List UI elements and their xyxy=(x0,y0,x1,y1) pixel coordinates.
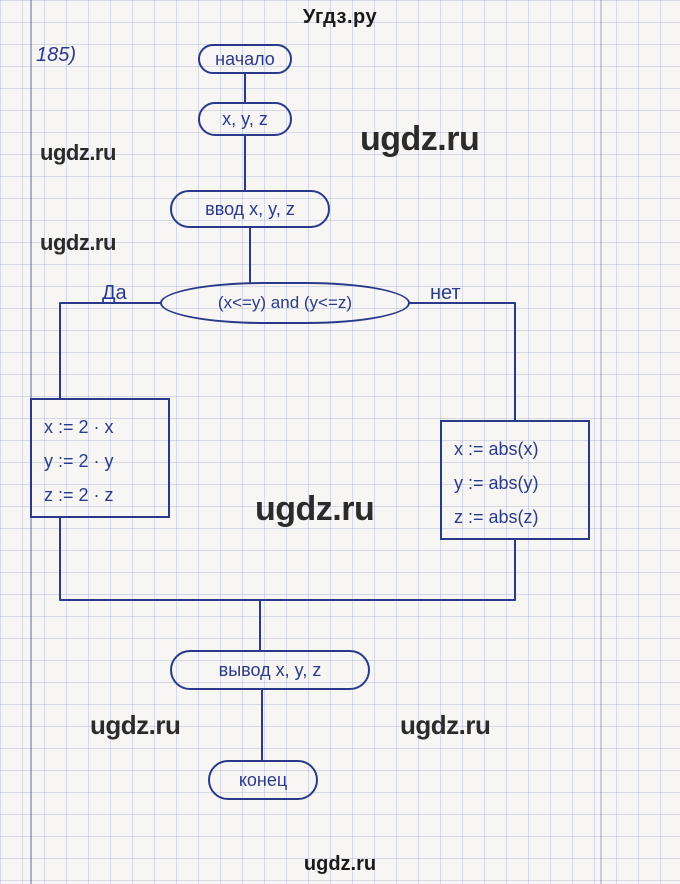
problem-number: 185) xyxy=(36,44,76,67)
process-line: y := 2 · y xyxy=(44,444,156,478)
flowchart-node-input: ввод x, y, z xyxy=(170,190,330,228)
flowchart-no-label: нет xyxy=(430,282,461,305)
flowchart-node-output: вывод x, y, z xyxy=(170,650,370,690)
site-header: Угдз.ру xyxy=(0,0,680,29)
flowchart-yes-label: Да xyxy=(102,282,127,305)
process-line: x := 2 · x xyxy=(44,410,156,444)
site-footer: ugdz.ru xyxy=(0,853,680,876)
watermark: ugdz.ru xyxy=(40,140,116,166)
flowchart-node-declare: x, y, z xyxy=(198,102,292,136)
watermark: ugdz.ru xyxy=(255,490,374,529)
node-text: (x<=y) and (y<=z) xyxy=(218,293,352,313)
notebook-margin-right xyxy=(600,0,602,884)
process-line: y := abs(y) xyxy=(454,466,576,500)
flowchart-node-no-process: x := abs(x) y := abs(y) z := abs(z) xyxy=(440,420,590,540)
flowchart-node-yes-process: x := 2 · x y := 2 · y z := 2 · z xyxy=(30,398,170,518)
watermark: ugdz.ru xyxy=(90,710,180,741)
process-line: x := abs(x) xyxy=(454,432,576,466)
process-line: z := abs(z) xyxy=(454,500,576,534)
watermark: ugdz.ru xyxy=(40,230,116,256)
process-line: z := 2 · z xyxy=(44,478,156,512)
node-text: начало xyxy=(215,49,275,70)
node-text: ввод x, y, z xyxy=(205,199,295,220)
flowchart-node-end: конец xyxy=(208,760,318,800)
watermark: ugdz.ru xyxy=(360,120,479,159)
node-text: x, y, z xyxy=(222,109,268,130)
flowchart-node-start: начало xyxy=(198,44,292,74)
watermark: ugdz.ru xyxy=(400,710,490,741)
flowchart-node-condition: (x<=y) and (y<=z) xyxy=(160,282,410,324)
node-text: конец xyxy=(239,770,287,791)
node-text: вывод x, y, z xyxy=(219,660,322,681)
